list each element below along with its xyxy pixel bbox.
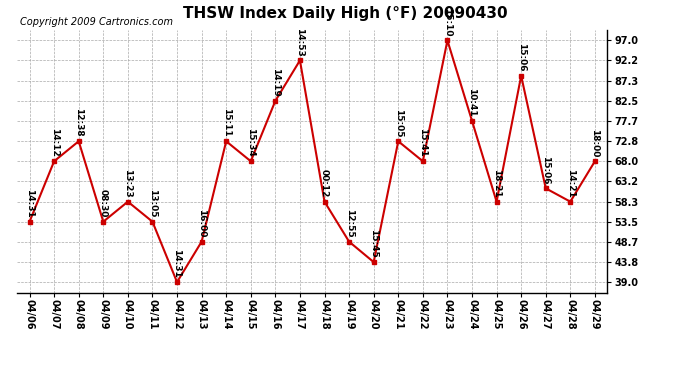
Text: 15:06: 15:06 [517,43,526,72]
Text: 14:31: 14:31 [172,249,181,278]
Text: 15:34: 15:34 [246,128,255,157]
Text: Copyright 2009 Cartronics.com: Copyright 2009 Cartronics.com [20,17,173,27]
Text: 00:12: 00:12 [320,169,329,198]
Text: THSW Index Daily High (°F) 20090430: THSW Index Daily High (°F) 20090430 [183,6,507,21]
Text: 13:05: 13:05 [148,189,157,217]
Text: 10:41: 10:41 [468,88,477,117]
Text: 14:53: 14:53 [295,27,304,56]
Text: 08:30: 08:30 [99,189,108,217]
Text: 15:10: 15:10 [443,8,452,36]
Text: 12:38: 12:38 [75,108,83,137]
Text: 15:41: 15:41 [418,128,427,157]
Text: 16:00: 16:00 [197,209,206,237]
Text: 15:05: 15:05 [394,109,403,137]
Text: 14:31: 14:31 [25,189,34,218]
Text: 14:12: 14:12 [50,128,59,157]
Text: 15:06: 15:06 [541,156,550,184]
Text: 15:45: 15:45 [369,229,378,258]
Text: 18:21: 18:21 [492,169,501,198]
Text: 14:21: 14:21 [566,169,575,198]
Text: 12:55: 12:55 [344,209,353,237]
Text: 15:11: 15:11 [221,108,230,137]
Text: 18:00: 18:00 [591,129,600,157]
Text: 14:19: 14:19 [271,68,280,97]
Text: 13:23: 13:23 [124,169,132,198]
